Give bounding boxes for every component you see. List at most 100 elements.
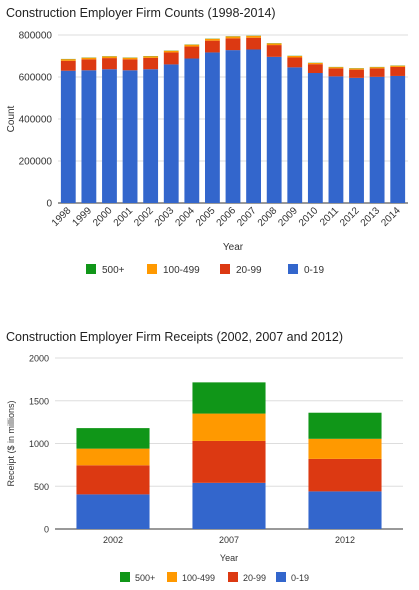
bar-segment-20-99	[246, 37, 261, 50]
bar-segment-100-499	[184, 44, 200, 47]
bar-segment-0-19	[308, 491, 382, 529]
bar-segment-0-19	[192, 482, 266, 529]
bar-segment-20-99	[308, 458, 382, 492]
bar-segment-0-19	[307, 73, 323, 203]
legend-swatch-500+	[86, 264, 96, 274]
bar-segment-100-499	[287, 56, 303, 58]
bar-segment-100-499	[225, 36, 241, 39]
legend-label-500+: 500+	[102, 265, 125, 276]
bar-segment-20-99	[60, 60, 76, 71]
x-axis-title: Year	[223, 242, 244, 253]
y-tick-label: 200000	[19, 157, 53, 168]
legend-label-500+: 500+	[135, 573, 155, 583]
bar-segment-100-499	[143, 56, 159, 58]
bar-segment-500+	[308, 412, 382, 439]
y-axis-title: Receipt ($ in millions)	[6, 400, 16, 486]
bar-segment-0-19	[287, 67, 303, 203]
legend-label-0-19: 0-19	[291, 573, 309, 583]
bar-segment-100-499	[81, 57, 97, 60]
bar-segment-0-19	[390, 75, 406, 203]
bar-segment-100-499	[60, 59, 76, 61]
legend-swatch-20-99	[220, 264, 230, 274]
bar-segment-0-19	[246, 49, 261, 203]
legend-swatch-100-499	[147, 264, 157, 274]
bar-segment-0-19	[143, 69, 159, 203]
bar-segment-20-99	[225, 38, 241, 51]
y-tick-label: 0	[46, 199, 52, 210]
bar-segment-20-99	[81, 59, 97, 71]
bar-segment-0-19	[122, 70, 138, 203]
bar-segment-20-99	[328, 68, 344, 77]
y-tick-label: 600000	[19, 73, 53, 84]
legend-label-100-499: 100-499	[163, 265, 200, 276]
bar-segment-20-99	[122, 59, 138, 71]
bar-segment-500+	[192, 382, 266, 414]
bar-segment-100-499	[246, 35, 261, 38]
legend-label-20-99: 20-99	[236, 265, 262, 276]
bar-segment-100-499	[349, 68, 364, 70]
bar-segment-100-499	[369, 67, 385, 69]
bar-segment-20-99	[143, 57, 159, 70]
bar-segment-100-499	[328, 67, 344, 69]
x-tick-label: 2012	[335, 535, 355, 545]
bar-segment-0-19	[266, 56, 282, 204]
bar-segment-20-99	[205, 40, 220, 53]
y-tick-label: 800000	[19, 31, 53, 42]
bar-segment-100-499	[76, 448, 150, 466]
bar-segment-0-19	[184, 58, 200, 203]
bar-segment-0-19	[369, 76, 385, 203]
bar-segment-100-499	[307, 62, 323, 65]
y-tick-label: 2000	[29, 354, 49, 364]
bar-segment-0-19	[102, 69, 117, 203]
legend-swatch-100-499	[167, 572, 177, 582]
legend-label-100-499: 100-499	[182, 573, 215, 583]
bar-segment-0-19	[163, 64, 179, 204]
bar-segment-100-499	[102, 56, 117, 59]
y-tick-label: 0	[44, 525, 49, 535]
bar-segment-20-99	[163, 52, 179, 65]
bar-segment-20-99	[287, 57, 303, 68]
bar-segment-100-499	[266, 43, 282, 46]
bar-segment-0-19	[328, 76, 344, 203]
bar-segment-20-99	[192, 440, 266, 483]
legend-label-20-99: 20-99	[243, 573, 266, 583]
bar-segment-100-499	[308, 438, 382, 459]
x-tick-label: 2007	[219, 535, 239, 545]
bar-segment-20-99	[266, 45, 282, 57]
bar-segment-20-99	[184, 46, 200, 59]
bar-segment-100-499	[390, 65, 406, 67]
y-tick-label: 1500	[29, 396, 49, 406]
bar-segment-500+	[76, 428, 150, 449]
bar-segment-100-499	[205, 38, 220, 41]
legend-label-0-19: 0-19	[304, 265, 324, 276]
bar-segment-20-99	[349, 69, 364, 78]
bar-segment-20-99	[390, 66, 406, 76]
x-axis-title: Year	[220, 553, 238, 563]
bar-segment-100-499	[163, 50, 179, 53]
legend-swatch-0-19	[276, 572, 286, 582]
bar-segment-100-499	[122, 57, 138, 60]
x-tick-label: 2002	[103, 535, 123, 545]
bar-segment-20-99	[76, 465, 150, 495]
y-tick-label: 1000	[29, 439, 49, 449]
bar-segment-0-19	[225, 50, 241, 204]
y-tick-label: 400000	[19, 115, 53, 126]
chart-title-firm-counts: Construction Employer Firm Counts (1998-…	[6, 6, 276, 20]
bar-segment-0-19	[76, 494, 150, 529]
bar-segment-20-99	[307, 64, 323, 74]
bar-segment-100-499	[192, 413, 266, 441]
bar-segment-20-99	[102, 58, 117, 70]
bar-segment-0-19	[349, 77, 364, 203]
legend-swatch-500+	[120, 572, 130, 582]
bar-segment-0-19	[81, 70, 97, 203]
legend-swatch-0-19	[288, 264, 298, 274]
bar-segment-0-19	[60, 70, 76, 203]
y-tick-label: 500	[34, 482, 49, 492]
y-axis-title: Count	[6, 105, 17, 132]
bar-segment-0-19	[205, 52, 220, 204]
chart-title-firm-receipts: Construction Employer Firm Receipts (200…	[6, 330, 343, 344]
legend-swatch-20-99	[228, 572, 238, 582]
firm-counts-chart: 0200000400000600000800000199819992000200…	[6, 31, 408, 276]
bar-segment-20-99	[369, 68, 385, 77]
